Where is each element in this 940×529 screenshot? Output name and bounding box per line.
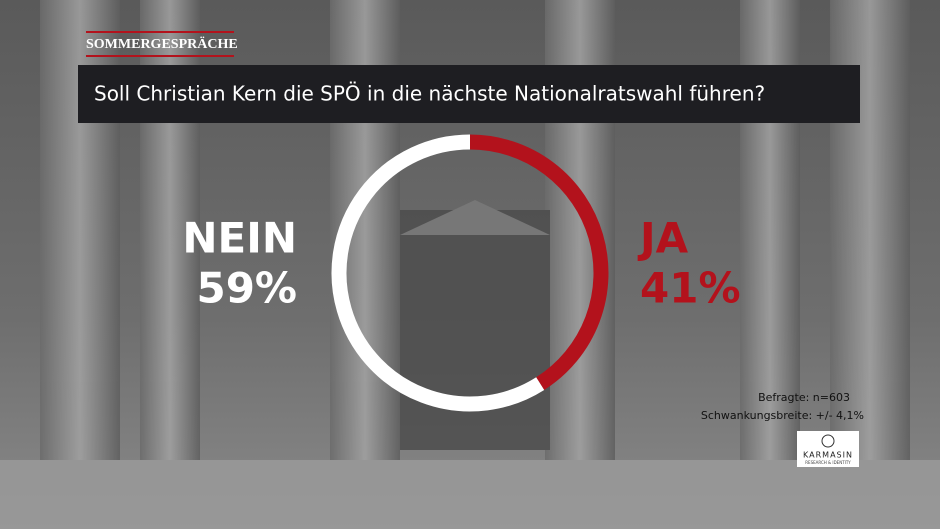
title-bar [78,65,860,123]
logo-box [797,431,859,467]
donut-segment [331,134,545,412]
value-label: 59% [196,264,297,313]
logo-icon [821,434,835,448]
value-label: 41% [640,264,741,313]
logo-tagline: RESEARCH & IDENTITY [805,460,851,465]
note: Schwankungsbreite: +/- 4,1% [701,409,864,422]
logo-name: KARMASIN [803,451,853,460]
chart-title: Soll Christian Kern die SPÖ in die nächs… [94,82,765,106]
category-label: NEIN [182,214,297,263]
note: Befragte: n=603 [758,391,850,404]
brand: SOMMERGESPRÄCHE [86,36,238,52]
category-label: JA [637,214,689,263]
donut-segment [469,134,609,390]
